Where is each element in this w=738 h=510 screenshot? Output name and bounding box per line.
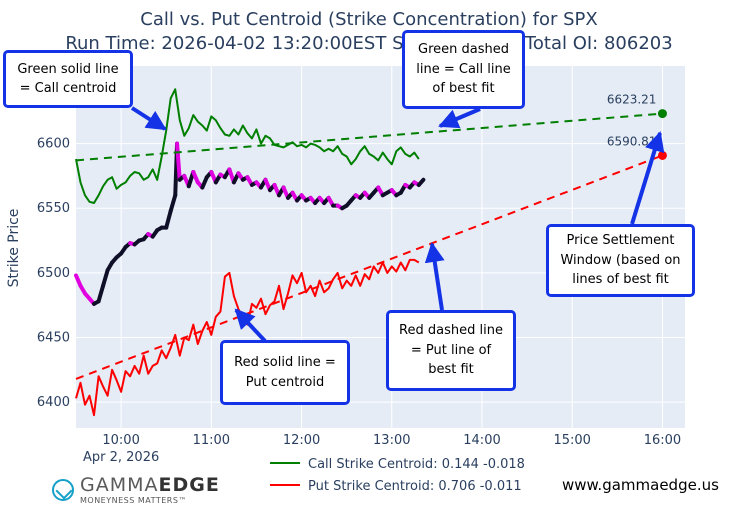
annotation-call-fit: Green dashed line = Call line of best fi…: [402, 30, 525, 109]
x-tick-label: 15:00: [553, 433, 590, 448]
annotation-call-centroid: Green solid line = Call centroid: [3, 50, 133, 108]
chart-title: Call vs. Put Centroid (Strike Concentrat…: [140, 9, 597, 30]
callout-arrow: [424, 242, 445, 311]
chart-subtitle: Run Time: 2026-04-02 13:20:00EST Spot: 6…: [65, 33, 672, 54]
gammaedge-logo: GAMMAEDGE MONEYNESS MATTERS™: [52, 474, 220, 505]
spot-segment: [168, 193, 178, 213]
website-label: www.gammaedge.us: [562, 476, 719, 494]
endpoint-marker: [657, 109, 667, 119]
series-call-line-of-best-fit: [75, 112, 663, 162]
logo-name: GAMMAEDGE: [80, 474, 220, 496]
y-tick-label: 6400: [37, 395, 70, 410]
y-tick-label: 6450: [37, 331, 70, 346]
logo-tagline: MONEYNESS MATTERS™: [80, 496, 187, 505]
annotation-settlement-window: Price Settlement Window (based on lines …: [546, 224, 695, 297]
y-tick-label: 6500: [37, 266, 70, 281]
legend: Call Strike Centroid: 0.144 -0.018 Put S…: [270, 457, 525, 494]
series-put-line-of-best-fit: [75, 154, 663, 380]
x-tick-label: 11:00: [193, 433, 230, 448]
callout-arrows: [130, 106, 665, 343]
endpoint-marker: [657, 150, 667, 160]
endpoint-label: 6623.21: [607, 93, 657, 107]
spot-segment: [416, 177, 426, 187]
x-tick-label: 16:00: [644, 433, 681, 448]
callout-arrow: [130, 106, 167, 131]
x-tick-label: 14:00: [463, 433, 500, 448]
spot-segment: [96, 283, 106, 304]
legend-call-label: Call Strike Centroid: 0.144 -0.018: [308, 457, 525, 472]
series-spot-price: [74, 141, 426, 306]
annotation-put-fit: Red dashed line = Put line of best fit: [386, 310, 516, 391]
x-tick-label: 13:00: [373, 433, 410, 448]
series-call-strike-centroid: [75, 88, 420, 204]
logo-name-light: GAMMA: [80, 474, 159, 496]
series-layer: 6623.21 6590.81: [74, 88, 667, 417]
logo-name-bold: EDGE: [158, 474, 220, 496]
callout-arrow: [234, 308, 267, 343]
endpoint-label: 6590.81: [607, 134, 657, 148]
x-axis-date-label: Apr 2, 2026: [83, 450, 159, 465]
annotation-put-centroid: Red solid line = Put centroid: [220, 340, 350, 405]
axis-ticks: 6400 6450 6500 6550 6600 10:00 11:00 12:00 13:00…: [37, 137, 681, 448]
x-tick-label: 10:00: [102, 433, 139, 448]
y-tick-label: 6600: [37, 137, 70, 152]
spot-segment: [101, 268, 110, 288]
spot-segment: [164, 208, 173, 230]
legend-put-label: Put Strike Centroid: 0.706 -0.011: [308, 479, 522, 494]
callout-arrow: [438, 107, 481, 129]
gridlines: [76, 66, 685, 428]
gammaedge-logo-icon: [52, 478, 74, 501]
y-tick-label: 6550: [37, 201, 70, 216]
x-tick-label: 12:00: [283, 433, 320, 448]
y-axis-title: Strike Price: [6, 209, 22, 288]
callout-arrow: [630, 131, 665, 225]
spot-segment: [175, 141, 182, 182]
